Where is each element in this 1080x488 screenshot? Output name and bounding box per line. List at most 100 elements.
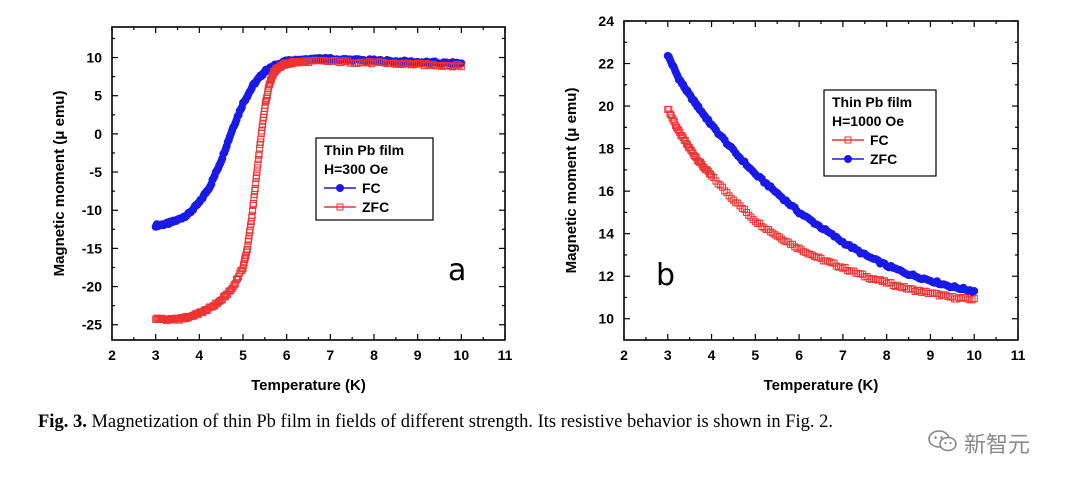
data-point-zfc: [379, 58, 387, 66]
data-point-zfc: [253, 164, 261, 172]
data-point-zfc: [438, 62, 446, 70]
y-tick-label: 12: [598, 268, 614, 284]
data-point-fc: [760, 224, 768, 232]
data-point-zfc: [425, 61, 433, 69]
data-point-fc: [670, 118, 678, 126]
x-tick-label: 8: [370, 347, 378, 363]
data-point-fc: [970, 295, 978, 303]
data-point-fc: [727, 194, 735, 202]
x-tick-label: 2: [108, 347, 116, 363]
legend-label-zfc: ZFC: [362, 199, 389, 215]
x-tick-label: 6: [283, 347, 291, 363]
data-point-fc: [870, 275, 878, 283]
data-point-fc: [942, 291, 950, 299]
data-point-fc: [745, 211, 753, 219]
data-point-zfc: [446, 62, 454, 70]
data-point-zfc: [245, 232, 253, 240]
data-point-zfc: [429, 60, 437, 68]
data-point-zfc: [436, 62, 443, 70]
data-point-fc: [802, 248, 810, 256]
data-point-fc: [944, 292, 952, 300]
data-point-zfc: [368, 60, 376, 68]
data-point-zfc: [427, 62, 435, 70]
data-point-fc: [799, 248, 807, 256]
data-point-zfc: [409, 61, 417, 69]
data-point-fc: [883, 279, 891, 287]
data-point-zfc: [418, 60, 426, 68]
x-tick-label: 3: [664, 347, 672, 363]
data-point-zfc: [305, 59, 312, 67]
data-point-zfc: [254, 160, 262, 168]
data-point-zfc: [390, 59, 398, 67]
data-point-fc: [839, 264, 847, 272]
data-point-fc: [815, 253, 823, 261]
data-point-fc: [955, 294, 963, 302]
data-point-fc: [837, 263, 845, 271]
data-point-fc: [961, 294, 969, 302]
data-point-zfc: [342, 58, 350, 66]
y-tick-label: 16: [598, 183, 614, 199]
data-point-fc: [889, 281, 897, 289]
data-point-fc: [747, 213, 755, 221]
data-point-fc: [874, 276, 882, 284]
data-point-zfc: [416, 59, 424, 67]
data-point-fc: [784, 238, 792, 246]
data-point-zfc: [320, 57, 328, 65]
data-point-fc: [935, 292, 943, 300]
data-point-fc: [843, 266, 851, 274]
x-tick-label: 8: [883, 347, 891, 363]
data-point-fc: [898, 284, 906, 292]
data-point-fc: [880, 277, 888, 285]
y-axis-title: Magnetic moment (μ emu): [51, 91, 68, 277]
data-point-zfc: [249, 207, 257, 215]
panel-label: a: [448, 253, 466, 288]
data-point-zfc: [381, 59, 389, 67]
data-point-zfc: [451, 62, 459, 70]
legend-title-line: H=300 Oe: [324, 161, 388, 177]
y-axis-title: Magnetic moment (μ emu): [563, 88, 580, 274]
y-tick-label: -5: [90, 164, 103, 180]
data-point-fc: [968, 296, 976, 304]
data-point-zfc: [339, 57, 347, 65]
data-point-zfc: [440, 61, 448, 69]
figure-caption-text: Magnetization of thin Pb film in fields …: [86, 412, 834, 432]
data-point-zfc: [457, 63, 465, 71]
data-point-zfc: [392, 60, 400, 68]
legend-marker-zfc: [336, 203, 344, 211]
watermark: 新智元: [928, 427, 1068, 458]
panel-label: b: [656, 258, 675, 293]
data-point-fc: [668, 114, 676, 122]
legend-marker-fc: [336, 184, 344, 192]
data-point-zfc: [331, 56, 339, 64]
y-tick-label: 5: [94, 88, 102, 104]
data-point-zfc: [333, 57, 341, 65]
x-tick-label: 11: [498, 347, 513, 363]
data-point-zfc: [259, 120, 267, 128]
data-point-fc: [771, 231, 779, 239]
x-tick-label: 7: [839, 347, 847, 363]
data-point-fc: [911, 287, 919, 295]
data-point-zfc: [253, 172, 261, 180]
legend-marker-zfc: [844, 155, 852, 163]
data-point-fc: [878, 278, 886, 286]
x-tick-label: 2: [620, 347, 628, 363]
x-tick-label: 7: [326, 347, 334, 363]
data-point-zfc: [261, 101, 269, 109]
legend-title-line: Thin Pb film: [324, 142, 404, 158]
data-point-fc: [719, 183, 726, 191]
wechat-icon: [928, 430, 957, 452]
x-tick-label: 4: [195, 347, 203, 363]
x-tick-label: 5: [751, 347, 759, 363]
data-point-fc: [933, 290, 941, 298]
data-point-fc: [808, 251, 816, 259]
data-point-zfc: [363, 59, 371, 67]
data-point-zfc: [254, 155, 262, 163]
legend-label-fc: FC: [362, 180, 381, 196]
legend-label-fc: FC: [870, 132, 889, 148]
data-point-fc: [764, 226, 772, 234]
y-tick-label: -25: [82, 317, 102, 333]
data-point-zfc: [337, 58, 345, 66]
x-tick-label: 5: [239, 347, 247, 363]
legend-box: [823, 89, 937, 177]
x-tick-label: 3: [152, 347, 160, 363]
